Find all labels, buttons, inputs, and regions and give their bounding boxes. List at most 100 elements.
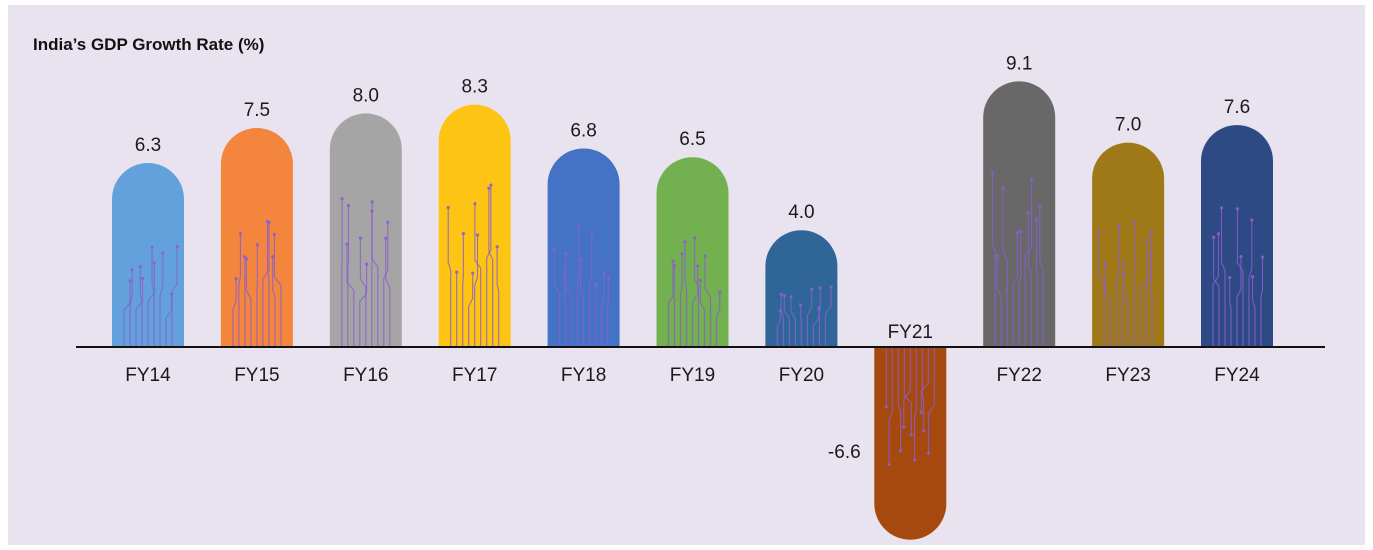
circuit-trace — [672, 261, 676, 347]
circuit-trace — [580, 260, 585, 347]
circuit-node — [899, 449, 903, 453]
circuit-trace — [818, 288, 821, 347]
circuit-trace — [486, 185, 492, 347]
circuit-node — [271, 254, 275, 259]
circuit-trace — [462, 233, 464, 347]
x-tick-fy14: FY14 — [125, 365, 171, 386]
circuit-trace — [996, 255, 1002, 347]
circuit-trace — [806, 289, 813, 347]
circuit-decoration — [776, 285, 833, 347]
circuit-trace — [699, 280, 706, 347]
circuit-trace — [256, 244, 258, 347]
circuit-trace — [385, 238, 391, 347]
circuit-node — [1029, 177, 1034, 182]
circuit-node — [909, 433, 913, 437]
circuit-node — [1001, 186, 1005, 190]
circuit-node — [140, 276, 145, 280]
circuit-trace — [921, 347, 925, 431]
circuit-trace — [1236, 256, 1242, 347]
circuit-trace — [139, 266, 143, 347]
circuit-trace — [1002, 188, 1008, 347]
circuit-trace — [1229, 277, 1232, 347]
circuit-trace — [1104, 263, 1111, 347]
circuit-node — [1019, 230, 1023, 234]
circuit-trace — [159, 253, 164, 347]
circuit-node — [789, 295, 793, 299]
circuit-trace — [1248, 220, 1253, 347]
circuit-trace — [359, 238, 367, 347]
circuit-trace — [1115, 225, 1120, 347]
circuit-node — [365, 262, 369, 266]
circuit-trace — [1220, 207, 1226, 347]
circuit-node — [473, 202, 477, 206]
circuit-node — [779, 292, 783, 296]
circuit-trace — [800, 305, 802, 347]
circuit-node — [238, 232, 242, 236]
circuit-node — [1038, 204, 1042, 208]
circuit-node — [128, 279, 132, 283]
circuit-node — [671, 259, 675, 263]
circuit-trace — [346, 244, 355, 347]
circuit-trace — [715, 292, 721, 347]
circuit-trace — [1123, 263, 1129, 347]
circuit-node — [990, 171, 995, 175]
circuit-trace — [589, 233, 593, 347]
circuit-node — [1239, 255, 1243, 259]
circuit-node — [1216, 232, 1220, 236]
circuit-trace — [171, 246, 178, 347]
circuit-node — [995, 254, 1000, 258]
circuit-node — [884, 405, 888, 409]
circuit-node — [1235, 207, 1239, 211]
circuit-decoration — [552, 224, 611, 347]
circuit-node — [1103, 262, 1108, 266]
circuit-node — [1149, 253, 1153, 257]
x-tick-fy18: FY18 — [561, 365, 606, 386]
circuit-trace — [601, 272, 605, 347]
circuit-trace — [1039, 206, 1044, 347]
circuit-trace — [1097, 232, 1105, 347]
circuit-node — [703, 254, 707, 258]
circuit-node — [1212, 235, 1216, 239]
circuit-decoration — [1212, 206, 1265, 347]
circuit-trace — [371, 201, 379, 347]
data-label-fy14: 6.3 — [135, 135, 161, 156]
circuit-node — [1132, 221, 1137, 225]
circuit-trace — [1035, 219, 1038, 347]
circuit-trace — [1145, 230, 1153, 347]
circuit-trace — [1252, 276, 1256, 347]
circuit-node — [799, 303, 803, 307]
chart-title: India’s GDP Growth Rate (%) — [33, 35, 265, 54]
circuit-node — [922, 429, 926, 433]
circuit-node — [913, 458, 917, 462]
circuit-node — [475, 233, 480, 237]
circuit-decoration — [232, 220, 282, 347]
circuit-node — [887, 463, 891, 467]
circuit-node — [244, 257, 248, 261]
circuit-trace — [151, 247, 155, 347]
circuit-trace — [488, 188, 494, 347]
circuit-trace — [691, 266, 699, 347]
circuit-trace — [564, 272, 567, 347]
circuit-trace — [359, 264, 368, 347]
circuit-trace — [272, 256, 276, 347]
data-label-fy18: 6.8 — [570, 120, 596, 141]
circuit-node — [1219, 206, 1224, 210]
x-tick-fy21: FY21 — [888, 322, 933, 343]
circuit-node — [1149, 229, 1154, 233]
circuit-trace — [553, 249, 561, 347]
circuit-node — [696, 264, 700, 268]
circuit-trace — [135, 278, 144, 347]
circuit-trace — [783, 295, 790, 347]
circuit-trace — [897, 347, 902, 451]
circuit-node — [1026, 211, 1030, 215]
data-label-fy19: 6.5 — [679, 129, 705, 150]
circuit-node — [1096, 230, 1100, 234]
circuit-node — [1117, 224, 1121, 228]
circuit-node — [489, 183, 493, 187]
x-tick-fy23: FY23 — [1105, 365, 1150, 386]
circuit-node — [698, 278, 702, 282]
circuit-trace — [991, 173, 996, 347]
circuit-trace — [1012, 232, 1018, 347]
circuit-node — [272, 232, 276, 237]
circuit-trace — [565, 253, 573, 347]
